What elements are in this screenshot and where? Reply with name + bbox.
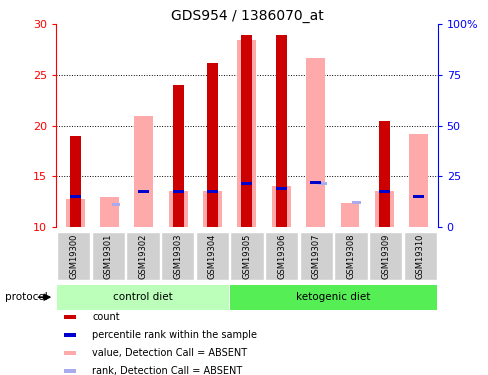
Text: GSM19308: GSM19308 (346, 233, 355, 279)
Text: rank, Detection Call = ABSENT: rank, Detection Call = ABSENT (92, 366, 242, 375)
Bar (69, 195, 81, 198)
Text: protocol: protocol (5, 292, 47, 302)
Bar (64, 333, 76, 337)
Text: GSM19310: GSM19310 (415, 233, 424, 279)
Bar (64, 351, 76, 355)
Text: GSM19306: GSM19306 (277, 233, 285, 279)
Text: percentile rank within the sample: percentile rank within the sample (92, 330, 257, 340)
Bar (378, 190, 389, 193)
Bar (374, 191, 393, 227)
Bar (271, 186, 290, 227)
Text: GSM19301: GSM19301 (103, 233, 113, 279)
Bar (161, 232, 194, 280)
Bar (305, 58, 325, 227)
Title: GDS954 / 1386070_at: GDS954 / 1386070_at (170, 9, 323, 23)
Bar (172, 190, 183, 193)
Bar (172, 85, 183, 227)
Bar (352, 201, 360, 204)
Bar (57, 285, 229, 310)
Bar (65, 198, 84, 227)
Bar (412, 195, 424, 198)
Text: ketogenic diet: ketogenic diet (296, 292, 370, 302)
Text: count: count (92, 312, 120, 322)
Text: GSM19304: GSM19304 (207, 233, 216, 279)
Bar (57, 232, 90, 280)
Text: GSM19309: GSM19309 (380, 233, 389, 279)
Bar (264, 232, 298, 280)
Bar (138, 190, 149, 193)
Bar (334, 232, 367, 280)
Bar (275, 34, 286, 227)
Bar (309, 180, 321, 184)
Bar (299, 232, 332, 280)
Bar (203, 191, 222, 227)
Bar (229, 285, 436, 310)
Bar (91, 232, 124, 280)
Bar (64, 369, 76, 373)
Bar (241, 182, 252, 185)
Text: GSM19302: GSM19302 (138, 233, 147, 279)
Bar (168, 191, 187, 227)
Text: GSM19300: GSM19300 (69, 233, 78, 279)
Bar (275, 187, 286, 190)
Bar (241, 34, 252, 227)
Bar (206, 190, 218, 193)
Bar (378, 121, 389, 227)
Bar (100, 196, 119, 227)
Text: control diet: control diet (113, 292, 172, 302)
Bar (134, 116, 153, 227)
Bar (64, 315, 76, 318)
Bar (206, 63, 218, 227)
Bar (403, 232, 436, 280)
Text: GSM19303: GSM19303 (173, 233, 182, 279)
Text: value, Detection Call = ABSENT: value, Detection Call = ABSENT (92, 348, 247, 358)
Bar (317, 182, 326, 185)
Text: GSM19307: GSM19307 (311, 233, 320, 279)
Bar (230, 232, 263, 280)
Bar (126, 232, 159, 280)
Bar (112, 203, 120, 206)
Bar (340, 202, 359, 227)
Bar (237, 40, 256, 227)
Bar (408, 134, 427, 227)
Bar (368, 232, 402, 280)
Text: GSM19305: GSM19305 (242, 233, 251, 279)
Bar (195, 232, 228, 280)
Bar (69, 136, 81, 227)
